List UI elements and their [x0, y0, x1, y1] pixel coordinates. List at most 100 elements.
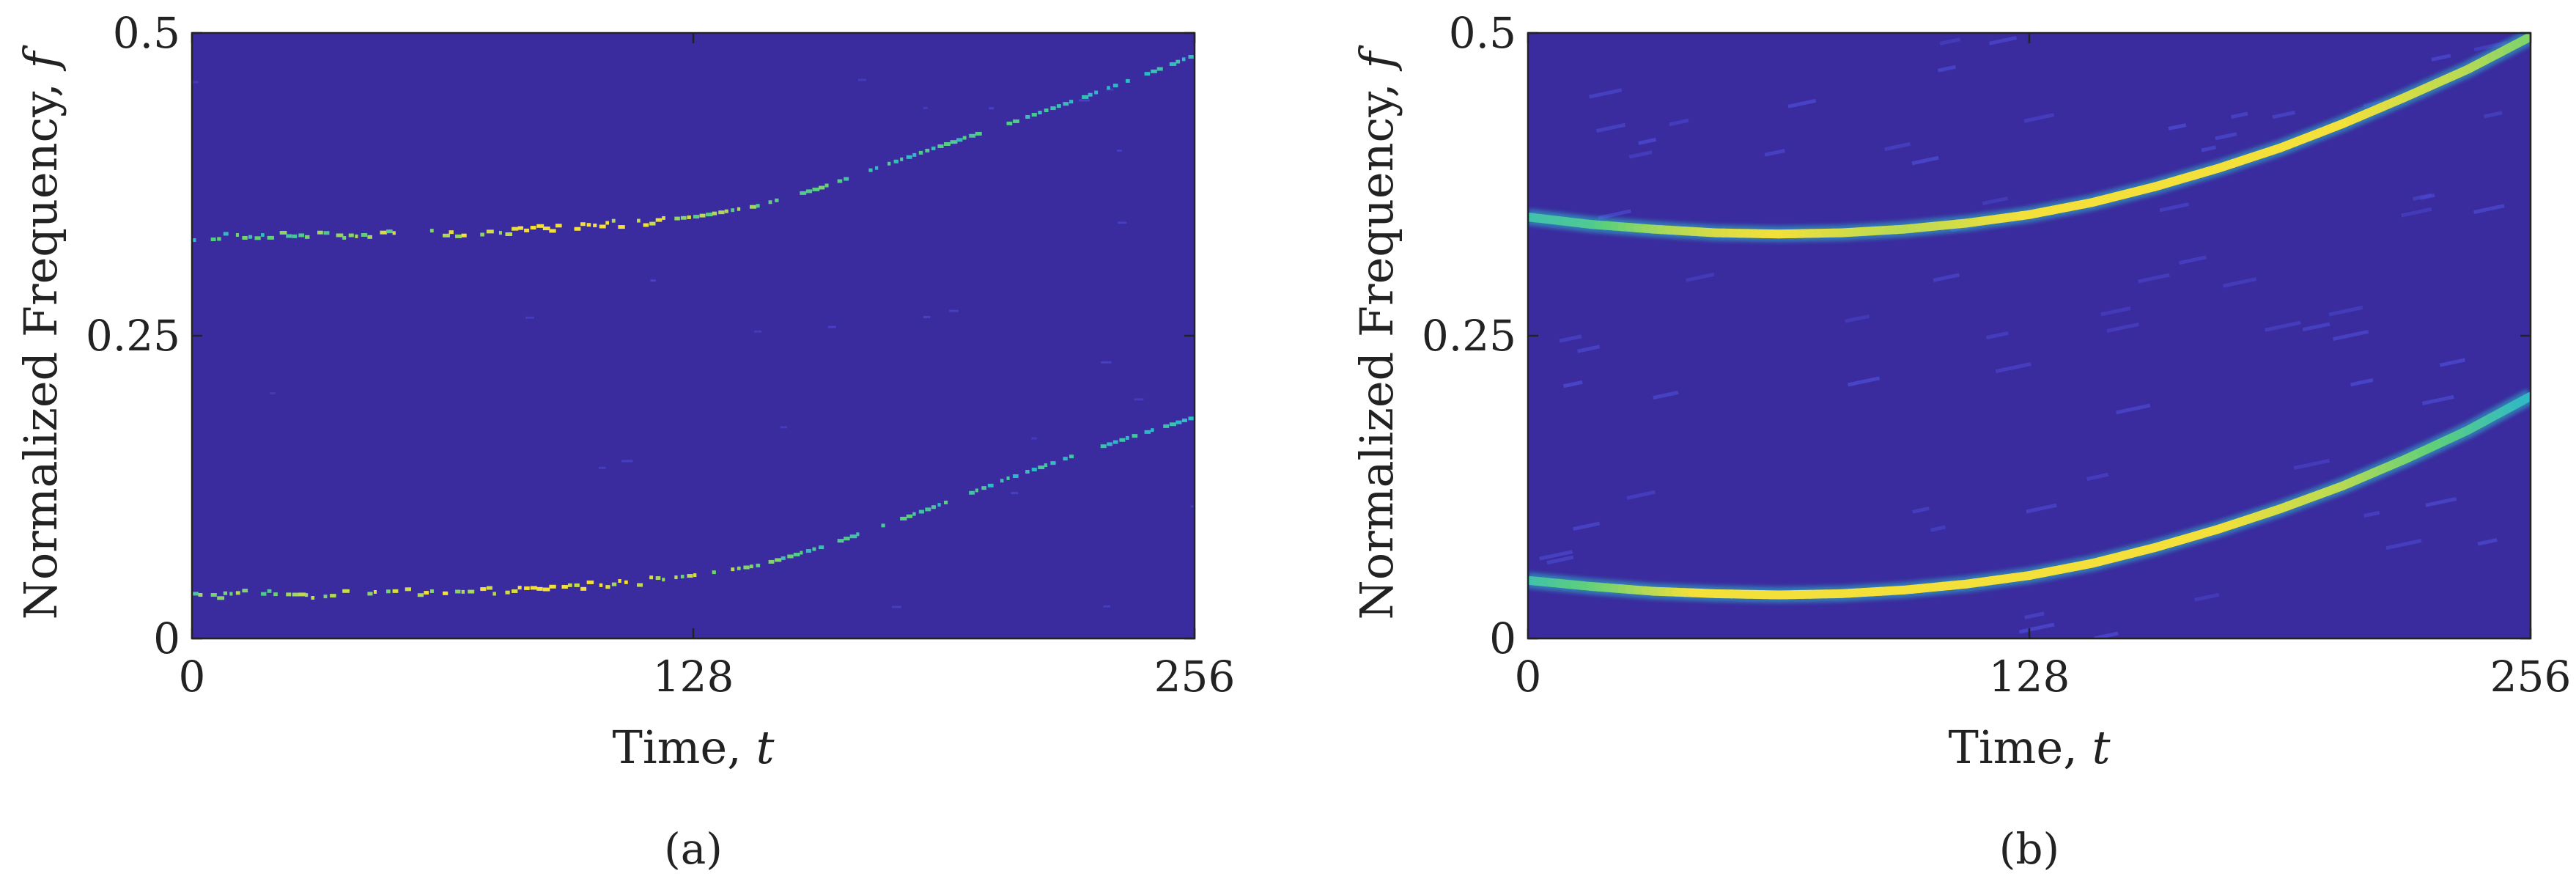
- noise-speckle: [1031, 437, 1037, 440]
- heatmap-background: [1528, 33, 2531, 638]
- x-tick-label: 128: [1989, 652, 2070, 702]
- ridge-point: [443, 233, 450, 238]
- ridge-point: [424, 591, 429, 595]
- ridge-point: [555, 224, 562, 228]
- ridge-point: [536, 586, 543, 591]
- ridge-point: [530, 586, 537, 590]
- ridge-point: [699, 213, 706, 218]
- ridge-point: [768, 559, 775, 564]
- ridge-point: [1163, 424, 1170, 428]
- ridge-point: [624, 580, 628, 584]
- x-axis-label-text: Time,: [612, 721, 756, 774]
- ridge-point: [599, 583, 603, 587]
- noise-speckle: [2483, 111, 2503, 119]
- ridge-point: [837, 539, 844, 543]
- noise-speckle: [1982, 196, 2009, 206]
- ridge-point: [655, 218, 663, 222]
- noise-speckle: [2302, 322, 2330, 332]
- ridge-point: [292, 592, 300, 597]
- noise-speckle: [1933, 273, 1960, 282]
- ridge-point: [1038, 465, 1045, 470]
- ridge-2: [192, 416, 1194, 600]
- ridge-point: [311, 596, 315, 600]
- x-tick-label: 128: [653, 652, 734, 702]
- panel-caption: (a): [664, 824, 723, 874]
- ridge-point: [849, 534, 857, 539]
- ridge-point: [969, 490, 975, 495]
- noise-speckle: [923, 106, 929, 109]
- noise-speckle: [1995, 361, 2031, 374]
- ridge-point: [549, 229, 556, 233]
- ridge-segment: [2518, 33, 2531, 45]
- ridge-point: [1025, 114, 1030, 119]
- ridge-point: [800, 551, 803, 555]
- noise-speckle: [1911, 155, 1939, 166]
- noise-speckle: [1930, 525, 1946, 532]
- noise-speckle: [598, 466, 606, 469]
- ridge-point: [706, 213, 713, 217]
- ridge-point: [549, 584, 556, 589]
- noise-speckle: [1190, 505, 1195, 508]
- noise-speckle: [2363, 510, 2380, 518]
- ridge-point: [461, 589, 465, 594]
- noise-speckle: [2178, 255, 2207, 265]
- ridge-point: [674, 575, 678, 580]
- ridge-point: [1107, 86, 1110, 90]
- ridge-point: [1044, 108, 1049, 113]
- ridge-point: [235, 591, 240, 595]
- noise-speckle: [2100, 306, 2131, 317]
- ridge-point: [512, 227, 519, 231]
- x-tick-label: 256: [1154, 652, 1236, 702]
- noise-speckle: [1845, 314, 1870, 323]
- ridge-point: [1188, 55, 1195, 59]
- ridge-point: [348, 233, 354, 238]
- y-axis-label-var: f: [14, 45, 67, 72]
- ridge-point: [342, 235, 347, 240]
- ridge-point: [1125, 78, 1130, 83]
- noise-speckle: [1595, 122, 1626, 133]
- noise-speckle: [2018, 622, 2055, 634]
- ridge-point: [1119, 438, 1126, 442]
- ridge-point: [486, 586, 492, 590]
- ridge-point: [298, 592, 306, 597]
- panel-caption: (b): [1999, 824, 2059, 874]
- ridge-point: [1151, 69, 1157, 73]
- noise-speckle: [1937, 65, 1957, 73]
- ridge-point: [950, 140, 958, 144]
- ridge-point: [775, 558, 782, 562]
- noise-speckle: [2419, 193, 2435, 200]
- ridge-point: [680, 575, 684, 579]
- ridge-point: [217, 596, 225, 600]
- ridge-point: [687, 215, 691, 219]
- noise-speckle: [621, 460, 633, 463]
- ridge-point: [680, 216, 687, 220]
- ridge-point: [480, 232, 484, 237]
- y-tick-label: 0: [1489, 614, 1516, 663]
- ridge-point: [693, 573, 697, 578]
- noise-speckle: [1573, 521, 1601, 531]
- ridge-point: [1006, 476, 1010, 480]
- noise-speckle: [1985, 331, 2009, 340]
- panel-b: 0 128 256 0 0.25 0.5 Time, t Normalized Frequen…: [1350, 8, 2571, 874]
- noise-speckle: [2023, 113, 2055, 123]
- ridge-point: [542, 587, 550, 592]
- noise-speckle: [2333, 329, 2369, 342]
- y-axis-label-text: Normalized Frequency,: [1350, 69, 1403, 620]
- ridge-point: [1181, 418, 1187, 422]
- ridge-point: [1000, 479, 1004, 483]
- ridge-point: [693, 215, 700, 219]
- noise-speckle: [2194, 592, 2220, 602]
- ridge-point: [1169, 62, 1177, 66]
- ridge-segment: [2518, 391, 2531, 405]
- ridge-point: [937, 503, 941, 507]
- ridge-point: [223, 591, 228, 595]
- x-axis-label-text: Time,: [1948, 721, 2092, 774]
- ridge-point: [599, 224, 606, 229]
- ridge-point: [812, 187, 820, 191]
- noise-speckle: [2086, 472, 2109, 481]
- noise-speckle: [2431, 54, 2451, 62]
- ridge-point: [805, 189, 813, 194]
- ridge-point: [455, 589, 461, 594]
- ridge-point: [812, 547, 816, 551]
- heatmap-marks: [192, 55, 1195, 608]
